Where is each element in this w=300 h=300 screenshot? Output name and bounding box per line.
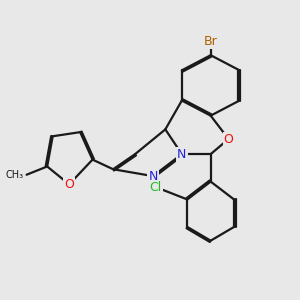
Text: N: N [148, 169, 158, 183]
Text: O: O [64, 178, 74, 191]
Text: Br: Br [204, 35, 218, 48]
Text: O: O [224, 133, 233, 146]
Text: Cl: Cl [150, 181, 162, 194]
Text: N: N [177, 148, 187, 160]
Text: CH₃: CH₃ [6, 170, 24, 180]
